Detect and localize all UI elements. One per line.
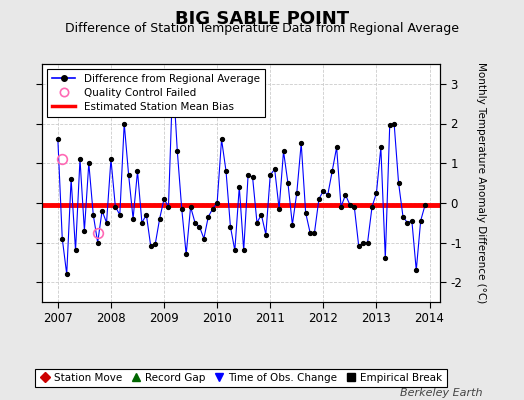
Text: Difference of Station Temperature Data from Regional Average: Difference of Station Temperature Data f… <box>65 22 459 35</box>
Y-axis label: Monthly Temperature Anomaly Difference (°C): Monthly Temperature Anomaly Difference (… <box>476 62 486 304</box>
Text: BIG SABLE POINT: BIG SABLE POINT <box>175 10 349 28</box>
Text: Berkeley Earth: Berkeley Earth <box>400 388 482 398</box>
Legend: Station Move, Record Gap, Time of Obs. Change, Empirical Break: Station Move, Record Gap, Time of Obs. C… <box>35 369 447 387</box>
